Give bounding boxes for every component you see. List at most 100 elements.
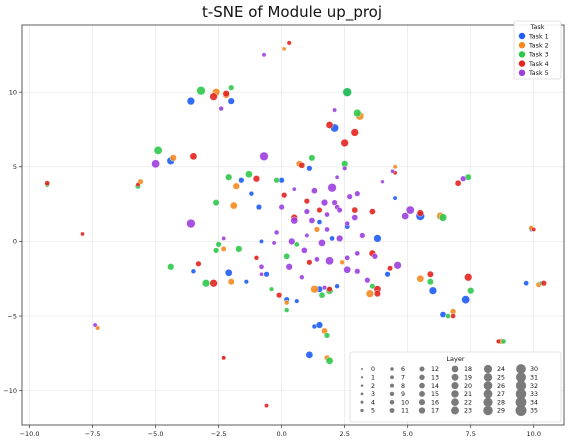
data-point — [325, 121, 334, 129]
x-tick-label: −7.5 — [85, 430, 101, 438]
layer-legend-marker — [483, 389, 493, 399]
data-point — [464, 273, 473, 282]
data-point — [135, 182, 141, 188]
layer-legend-label: 4 — [371, 399, 375, 406]
task-legend-marker — [518, 32, 526, 40]
data-point — [380, 179, 385, 184]
data-point — [259, 151, 269, 161]
layer-legend-title: Layer — [446, 355, 464, 363]
data-point — [195, 260, 202, 267]
layer-legend: Layer 0123456789101112131415161718192021… — [349, 351, 562, 423]
data-point — [354, 250, 361, 257]
task-legend-label: Task 2 — [528, 43, 549, 50]
data-point — [331, 199, 338, 206]
data-point — [364, 277, 371, 284]
data-point — [390, 169, 395, 174]
data-point — [261, 52, 267, 58]
data-point — [325, 357, 334, 365]
data-point — [427, 270, 434, 278]
data-point — [225, 173, 233, 181]
data-point — [253, 255, 260, 261]
x-tick-label: 10.0 — [527, 430, 541, 438]
layer-legend-label: 30 — [530, 366, 538, 373]
layer-legend-marker — [515, 396, 527, 408]
layer-legend-label: 26 — [497, 383, 505, 390]
data-point — [301, 247, 308, 254]
data-point — [359, 232, 366, 239]
data-point — [209, 279, 218, 288]
data-point — [306, 165, 313, 172]
data-point — [227, 278, 235, 286]
layer-legend-label: 24 — [497, 366, 505, 373]
data-point — [288, 237, 296, 245]
data-point — [427, 278, 434, 286]
data-point — [324, 332, 331, 339]
task-legend-marker — [518, 42, 526, 49]
data-point — [227, 97, 235, 105]
data-point — [354, 268, 361, 275]
layer-legend-label: 7 — [401, 375, 405, 382]
x-tick-label: −5.0 — [148, 430, 164, 438]
layer-legend-marker — [515, 405, 527, 416]
data-point — [215, 241, 222, 248]
data-point — [273, 177, 280, 184]
layer-legend-marker — [419, 382, 425, 389]
layer-legend-label: 2 — [371, 383, 375, 390]
data-point — [324, 226, 330, 233]
data-point — [316, 207, 323, 214]
layer-legend-label: 14 — [431, 383, 439, 390]
x-tick-label: 7.5 — [466, 430, 476, 438]
layer-legend-label: 1 — [371, 375, 375, 382]
data-point — [316, 219, 323, 225]
data-point — [318, 239, 326, 247]
data-point — [245, 170, 253, 179]
layer-legend-label: 25 — [497, 375, 505, 382]
task-legend-label: Task 5 — [528, 70, 549, 77]
data-point — [224, 268, 233, 277]
data-point — [255, 204, 262, 211]
data-point — [278, 177, 285, 184]
layer-legend-marker — [418, 399, 426, 406]
layer-legend-marker — [419, 374, 425, 380]
data-point — [80, 231, 85, 237]
data-point — [218, 105, 224, 112]
data-point — [229, 201, 238, 210]
data-point — [336, 234, 344, 242]
layer-legend-label: 32 — [530, 383, 538, 390]
data-point — [298, 162, 306, 169]
plot-area-frame — [21, 24, 565, 426]
layer-legend-label: 33 — [530, 391, 538, 398]
data-point — [278, 204, 285, 211]
y-tick-label: −5 — [7, 312, 17, 320]
data-point — [305, 351, 314, 359]
data-point — [283, 253, 290, 260]
x-axis-ticks: −10.0 −7.5 −5.0 −2.5 0.0 2.5 5.0 7.5 10.0 — [20, 425, 541, 438]
data-point — [438, 213, 448, 222]
data-point — [369, 208, 376, 215]
data-point — [523, 280, 529, 286]
data-point — [292, 186, 297, 192]
data-point — [213, 247, 220, 254]
layer-legend-marker — [360, 392, 364, 396]
layer-legend-label: 35 — [530, 408, 538, 415]
layer-legend-label: 29 — [497, 408, 505, 415]
data-point — [339, 259, 345, 265]
data-point — [351, 206, 359, 214]
y-tick-label: 5 — [13, 163, 17, 171]
data-point — [290, 216, 299, 225]
y-tick-label: 10 — [9, 88, 17, 96]
layer-legend-marker — [389, 391, 395, 397]
layer-legend-label: 15 — [431, 391, 439, 398]
layer-legend-marker — [419, 366, 425, 372]
data-point — [221, 355, 227, 361]
data-point — [311, 187, 318, 194]
layer-legend-label: 19 — [464, 375, 472, 382]
data-point — [353, 109, 362, 118]
data-point — [232, 182, 240, 190]
layer-legend-marker — [419, 390, 425, 397]
data-point — [322, 285, 327, 291]
data-point — [238, 177, 245, 184]
layer-legend-label: 5 — [371, 408, 375, 415]
layer-legend-marker — [483, 373, 493, 382]
